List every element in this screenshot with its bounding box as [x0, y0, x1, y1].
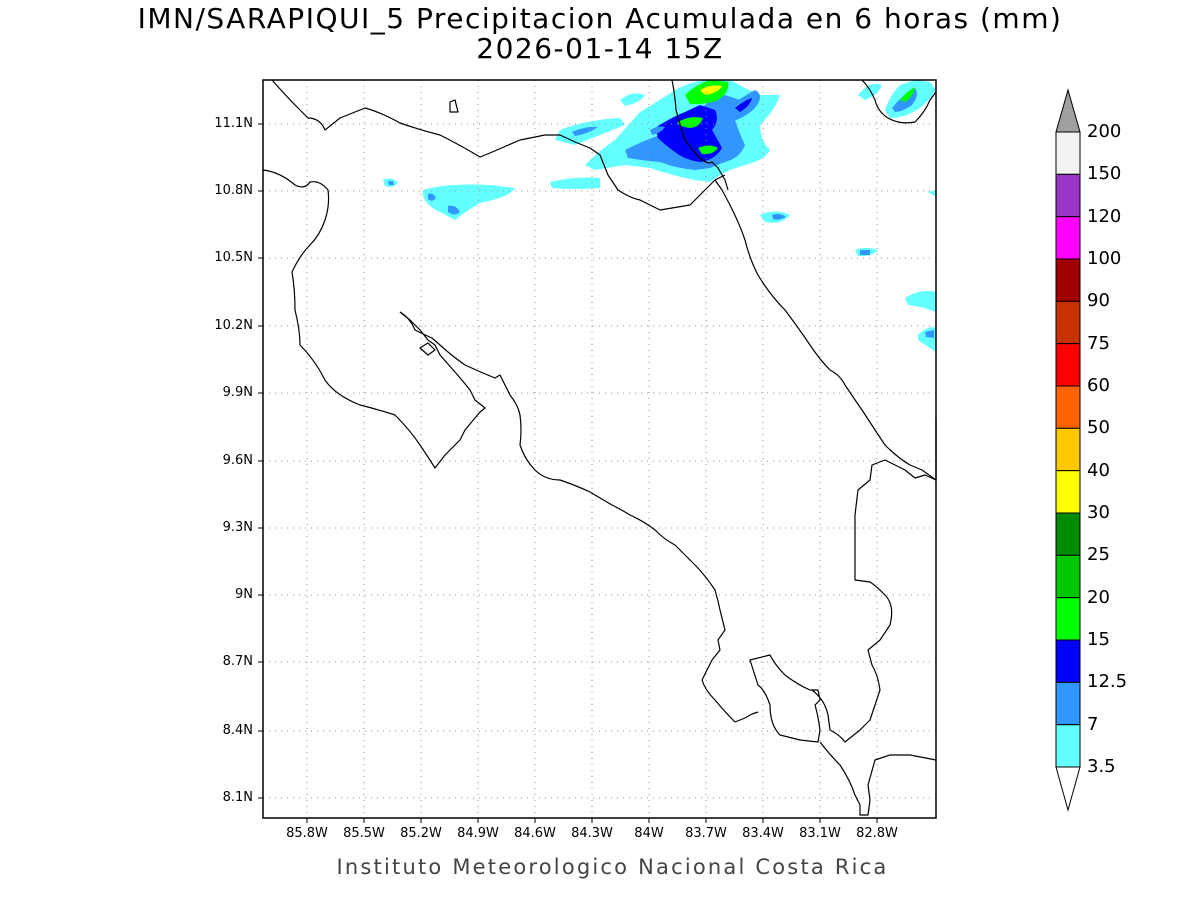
chiriqui-coast — [734, 711, 759, 723]
precip-area — [423, 184, 515, 220]
precip-area — [650, 126, 665, 135]
chira-island — [419, 342, 436, 356]
latitude-label: 8.7N — [222, 654, 253, 669]
precip-area — [905, 290, 936, 312]
colorbar-cell — [1055, 300, 1081, 345]
colorbar-label: 25 — [1087, 544, 1110, 566]
colorbar-cell — [1055, 173, 1081, 218]
island — [449, 99, 459, 113]
precip-area — [572, 126, 598, 136]
northeast-coast — [861, 79, 937, 124]
nicaragua-north-coast — [271, 79, 726, 211]
northwest-coast — [262, 169, 486, 469]
colorbar-label: 7 — [1087, 713, 1099, 735]
axis-ticks — [258, 123, 878, 823]
colorbar-label: 60 — [1087, 375, 1110, 396]
latitude-label: 10.8N — [214, 183, 253, 198]
latitude-label: 9.9N — [222, 385, 253, 400]
golfito-coast — [811, 459, 937, 743]
colorbar — [1055, 88, 1081, 812]
latitude-label: 9.6N — [222, 453, 253, 468]
caribbean-coast — [714, 179, 937, 481]
colorbar-cell — [1055, 681, 1081, 726]
colorbar-cell — [1055, 131, 1081, 175]
border-river — [671, 79, 729, 191]
colorbar-label: 100 — [1087, 248, 1122, 269]
colorbar-cell — [1055, 343, 1081, 387]
colorbar-label: 12.5 — [1087, 671, 1128, 693]
colorbar-label: 3.5 — [1087, 756, 1116, 777]
coastlines — [262, 79, 937, 816]
colorbar-cell — [1055, 512, 1081, 556]
longitude-label: 84.6W — [514, 826, 556, 841]
map-title: IMN/SARAPIQUI_5 Precipitacion Acumulada … — [137, 2, 1063, 35]
precip-area — [860, 250, 870, 255]
colorbar-cell — [1055, 597, 1081, 641]
precip-area — [900, 87, 915, 102]
burica-coast — [819, 741, 937, 816]
precip-area — [925, 330, 934, 338]
precip-area — [698, 145, 718, 155]
precip-area — [388, 181, 394, 185]
precip-area — [620, 93, 645, 106]
latitude-label: 10.5N — [214, 250, 253, 265]
osa-peninsula — [749, 654, 821, 743]
longitude-label: 83.4W — [742, 826, 784, 841]
longitude-label: 82.8W — [856, 826, 898, 841]
longitude-label: 84.9W — [457, 826, 499, 841]
colorbar-label: 20 — [1087, 586, 1110, 608]
latitude-label: 8.4N — [222, 723, 253, 738]
precip-area — [858, 83, 882, 100]
colorbar-bottom-arrow — [1055, 766, 1081, 812]
latitude-label: 8.1N — [222, 790, 253, 805]
latitude-label: 11.1N — [214, 116, 253, 131]
map-timestamp: 2026-01-14 15Z — [476, 32, 724, 65]
map-gridlines — [263, 80, 936, 818]
longitude-label: 84.3W — [571, 826, 613, 841]
colorbar-label: 150 — [1087, 163, 1122, 185]
colorbar-top-arrow — [1055, 88, 1081, 133]
colorbar-cell — [1055, 385, 1081, 429]
precip-area — [678, 117, 703, 128]
colorbar-cell — [1055, 427, 1081, 472]
colorbar-label: 50 — [1087, 417, 1110, 439]
colorbar-label: 75 — [1087, 332, 1110, 354]
latitude-label: 10.2N — [214, 318, 253, 333]
plot-frame — [262, 79, 937, 819]
latitude-label: 9.3N — [222, 520, 253, 535]
precip-area — [448, 205, 460, 215]
colorbar-label: 200 — [1087, 121, 1122, 142]
colorbar-cell — [1055, 216, 1081, 260]
colorbar-label: 120 — [1087, 205, 1122, 227]
colorbar-cell — [1055, 724, 1081, 768]
precip-area — [928, 190, 936, 197]
longitude-label: 83.1W — [799, 826, 841, 841]
colorbar-label: 30 — [1087, 502, 1110, 523]
precip-area — [428, 193, 436, 201]
colorbar-label: 40 — [1087, 459, 1110, 481]
colorbar-cell — [1055, 258, 1081, 302]
longitude-label: 83.7W — [685, 826, 727, 841]
precipitation-areas — [383, 80, 936, 352]
colorbar-cell — [1055, 639, 1081, 683]
credit-text: Instituto Meteorologico Nacional Costa R… — [336, 855, 889, 879]
longitude-label: 85.5W — [343, 826, 385, 841]
colorbar-label: 15 — [1087, 629, 1110, 650]
latitude-label: 9N — [235, 587, 253, 602]
longitude-label: 84W — [634, 826, 664, 841]
precip-area — [735, 98, 752, 112]
nicoya-gulf — [399, 311, 736, 723]
colorbar-cell — [1055, 470, 1081, 514]
colorbar-cell — [1055, 554, 1081, 599]
precip-area — [772, 213, 786, 220]
colorbar-label: 90 — [1087, 290, 1110, 312]
precip-area — [550, 177, 600, 189]
longitude-label: 85.2W — [400, 826, 442, 841]
longitude-label: 85.8W — [286, 826, 328, 841]
